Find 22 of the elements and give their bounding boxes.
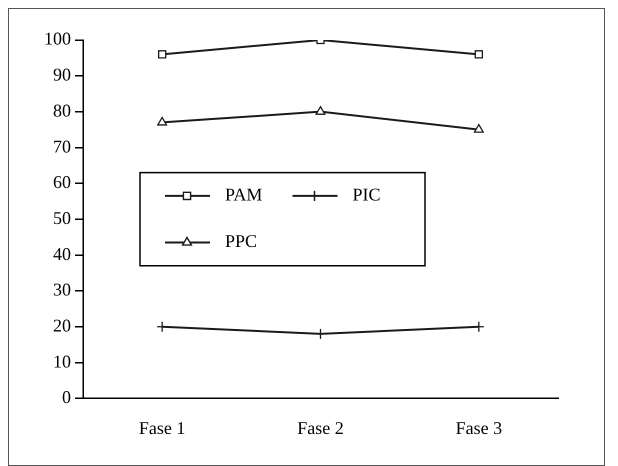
x-tick-label: Fase 2 — [297, 418, 344, 438]
point — [474, 124, 484, 133]
point — [158, 50, 166, 59]
point — [157, 116, 168, 126]
point — [474, 50, 484, 59]
y-tick-label: 20 — [53, 315, 71, 336]
x-tick-label: Fase 1 — [138, 418, 186, 438]
y-tick-label: 10 — [53, 351, 71, 372]
legend-label: PAM — [225, 184, 262, 205]
y-tick-label: 80 — [53, 100, 71, 120]
y-tick-label: 70 — [53, 136, 71, 156]
point — [316, 106, 326, 115]
legend-label: PIC — [352, 184, 381, 205]
y-tick-label: 50 — [53, 208, 71, 228]
x-tick-label: Fase 3 — [456, 418, 502, 438]
y-tick-label: 0 — [62, 387, 71, 408]
y-tick-label: 60 — [53, 172, 71, 192]
y-tick-label: 30 — [53, 280, 71, 300]
y-tick-label: 90 — [53, 64, 71, 85]
y-tick-label: 100 — [44, 28, 71, 49]
legend-label: PPC — [225, 231, 258, 252]
y-tick-label: 40 — [53, 244, 71, 264]
